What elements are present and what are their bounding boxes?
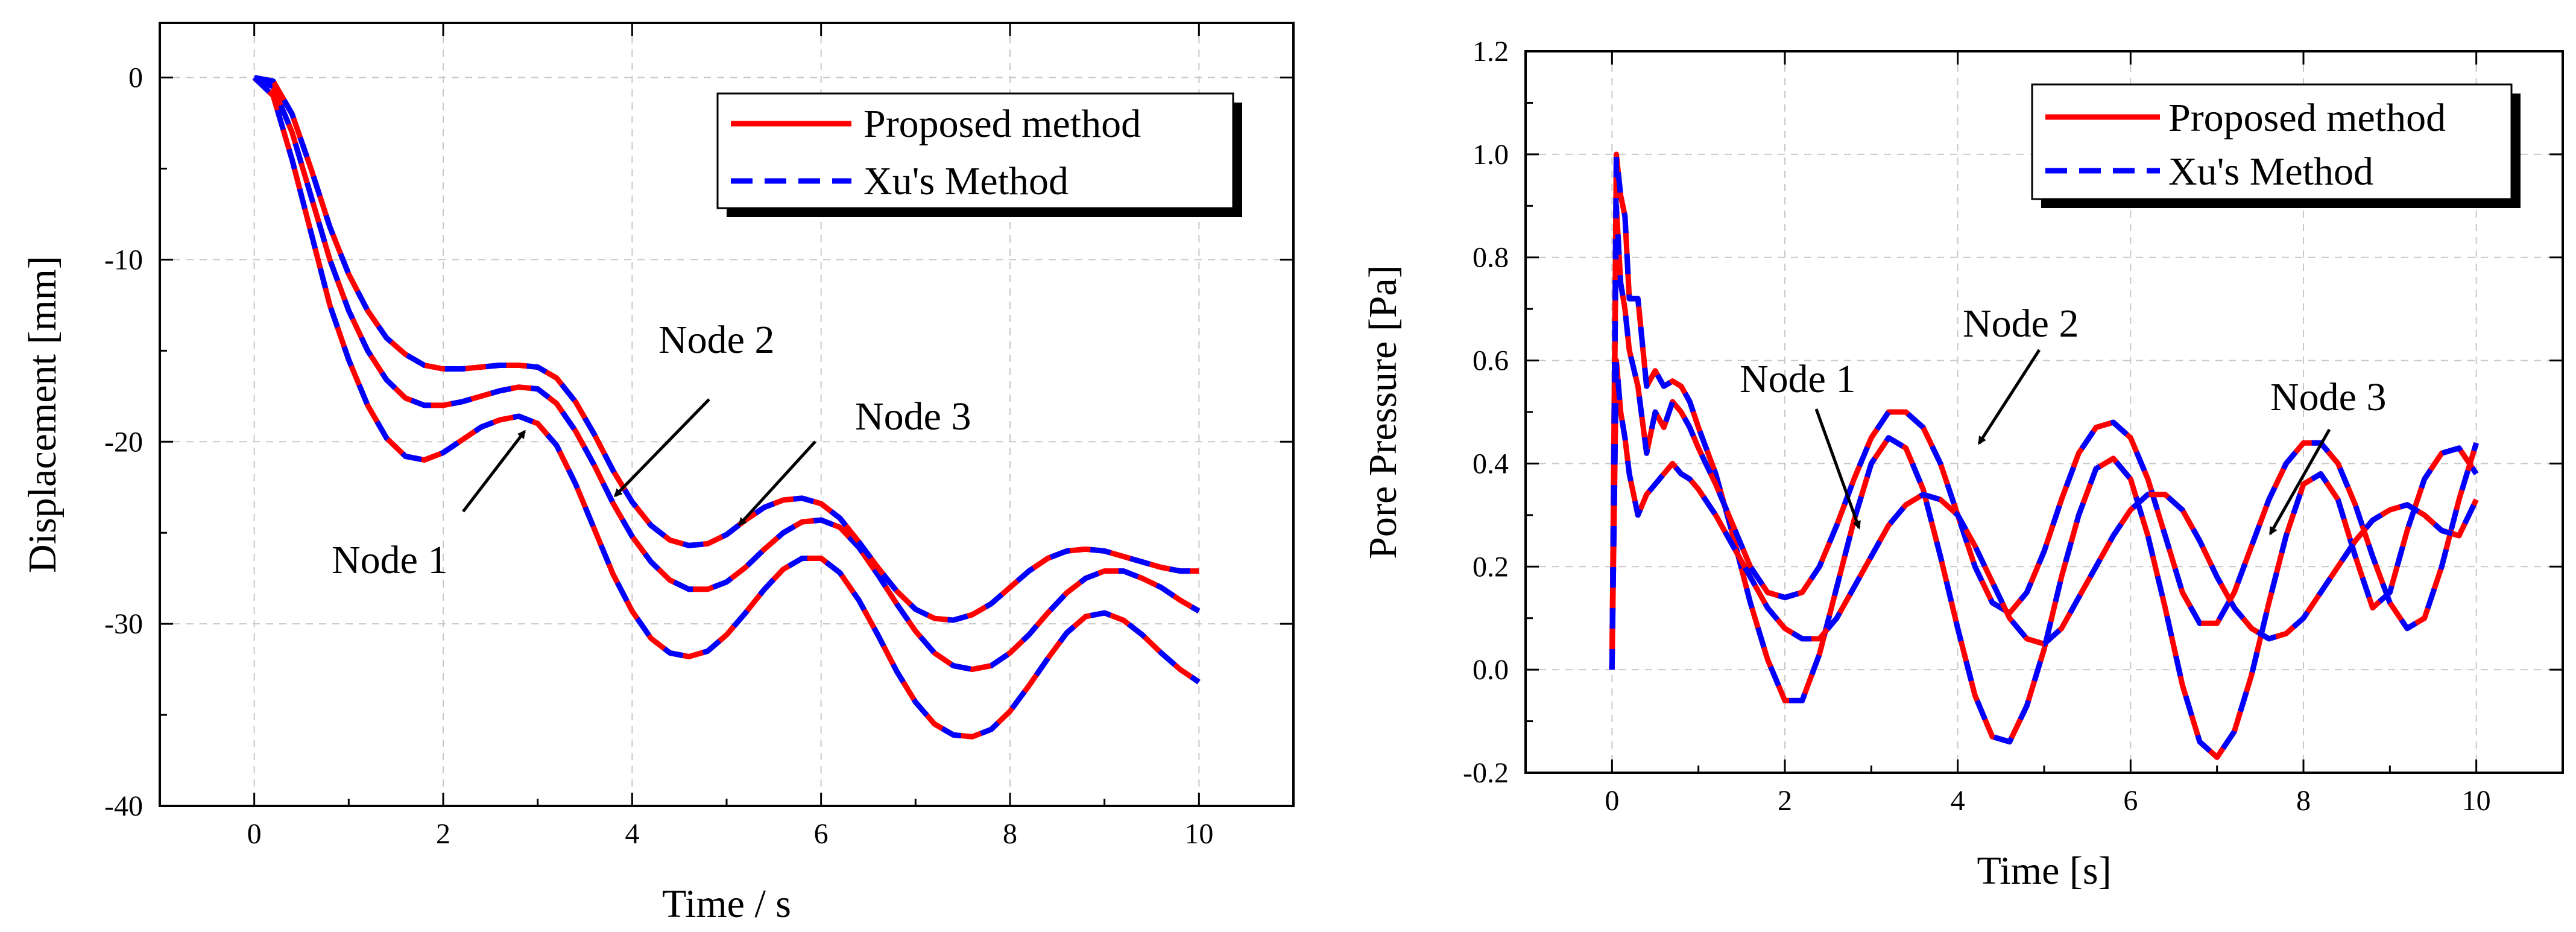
y-tick-label: -10 (104, 244, 143, 276)
annotation-node-2: Node 2 (1963, 302, 2079, 346)
annotation-arrow-node-1 (1814, 408, 1861, 530)
annotation-arrow-node-2 (613, 398, 710, 498)
legend-label-xu: Xu's Method (2168, 150, 2373, 194)
x-tick-label: 6 (2123, 785, 2138, 817)
y-tick-label: 0.4 (1473, 448, 1509, 480)
series-xu-node-2 (253, 75, 1201, 673)
y-tick-label: -40 (104, 790, 143, 822)
y-tick-label: 0 (128, 62, 143, 94)
y-tick-label: -20 (104, 426, 143, 458)
x-tick-label: 10 (1184, 818, 1213, 850)
legend: Proposed method Xu's Method (2031, 83, 2521, 208)
annotation-node-3: Node 3 (2270, 375, 2386, 419)
legend-box (2031, 83, 2513, 200)
annotation-arrow-node-3 (2268, 428, 2331, 536)
annotation-node-3: Node 3 (855, 395, 971, 439)
legend-label-proposed: Proposed method (863, 102, 1141, 146)
y-tick-label: 1.2 (1473, 36, 1509, 68)
annotation-node-1: Node 1 (332, 538, 447, 582)
annotation-arrow-node-1 (462, 430, 526, 513)
x-tick-label: 8 (2296, 785, 2311, 817)
x-axis-title: Time / s (662, 882, 791, 926)
x-tick-label: 10 (2462, 785, 2491, 817)
y-tick-label: 0.0 (1473, 654, 1509, 686)
x-tick-label: 0 (247, 818, 262, 850)
axis-ticks: 0 2 4 6 8 10 0 -10 -20 -30 -40 (104, 23, 1293, 850)
series-xu-node-3 (253, 75, 1199, 623)
x-tick-label: 8 (1003, 818, 1017, 850)
x-tick-label: 6 (814, 818, 829, 850)
annotation-arrow-node-2 (1977, 349, 2041, 445)
series-lines (1609, 151, 2480, 760)
annotations: Node 1 Node 2 Node 3 (332, 318, 971, 582)
legend-label-xu: Xu's Method (863, 159, 1069, 203)
y-tick-label: 0.6 (1473, 345, 1509, 377)
y-tick-label: 0.2 (1473, 551, 1509, 583)
legend-label-proposed: Proposed method (2168, 96, 2446, 140)
series-xu-node-3 (1609, 358, 2479, 670)
y-tick-label: -30 (104, 608, 143, 640)
x-tick-label: 2 (436, 818, 450, 850)
annotation-arrow-node-3 (737, 440, 816, 527)
legend-box (716, 92, 1234, 209)
series-proposed-node-1 (1609, 151, 2479, 760)
x-axis-title: Time [s] (1977, 849, 2111, 893)
y-axis-title: Displacement [mm] (21, 256, 65, 573)
grid (1526, 51, 2563, 773)
series-xu-node-1 (252, 75, 1201, 740)
annotations: Node 1 Node 2 Node 3 (1740, 302, 2386, 536)
y-tick-label: 1.0 (1473, 139, 1509, 171)
y-axis-title: Pore Pressure [Pa] (1361, 265, 1405, 559)
x-tick-label: 0 (1605, 785, 1619, 817)
grid (160, 23, 1293, 807)
series-xu-node-2 (1609, 203, 2480, 670)
legend: Proposed method Xu's Method (716, 92, 1242, 217)
annotation-node-2: Node 2 (658, 318, 774, 362)
x-tick-label: 2 (1778, 785, 1792, 817)
axis-ticks: 0 2 4 6 8 10 -0.2 0.0 0.2 0.4 0.6 0.8 1.0 1.2 (1463, 36, 2563, 817)
series-xu-node-1 (1609, 151, 2479, 760)
y-tick-label: 0.8 (1473, 242, 1509, 274)
displacement-chart: 0 2 4 6 8 10 0 -10 -20 -30 -40 Proposed method Xu'… (21, 22, 1295, 926)
x-tick-label: 4 (1951, 785, 1965, 817)
series-lines (252, 75, 1201, 740)
annotation-node-1: Node 1 (1740, 357, 1855, 401)
x-tick-label: 4 (625, 818, 639, 850)
series-proposed-node-2 (1609, 203, 2480, 670)
pore-pressure-chart: 0 2 4 6 8 10 -0.2 0.0 0.2 0.4 0.6 0.8 1.0 1.2 Propose… (1361, 36, 2564, 893)
y-tick-label: -0.2 (1463, 757, 1509, 789)
